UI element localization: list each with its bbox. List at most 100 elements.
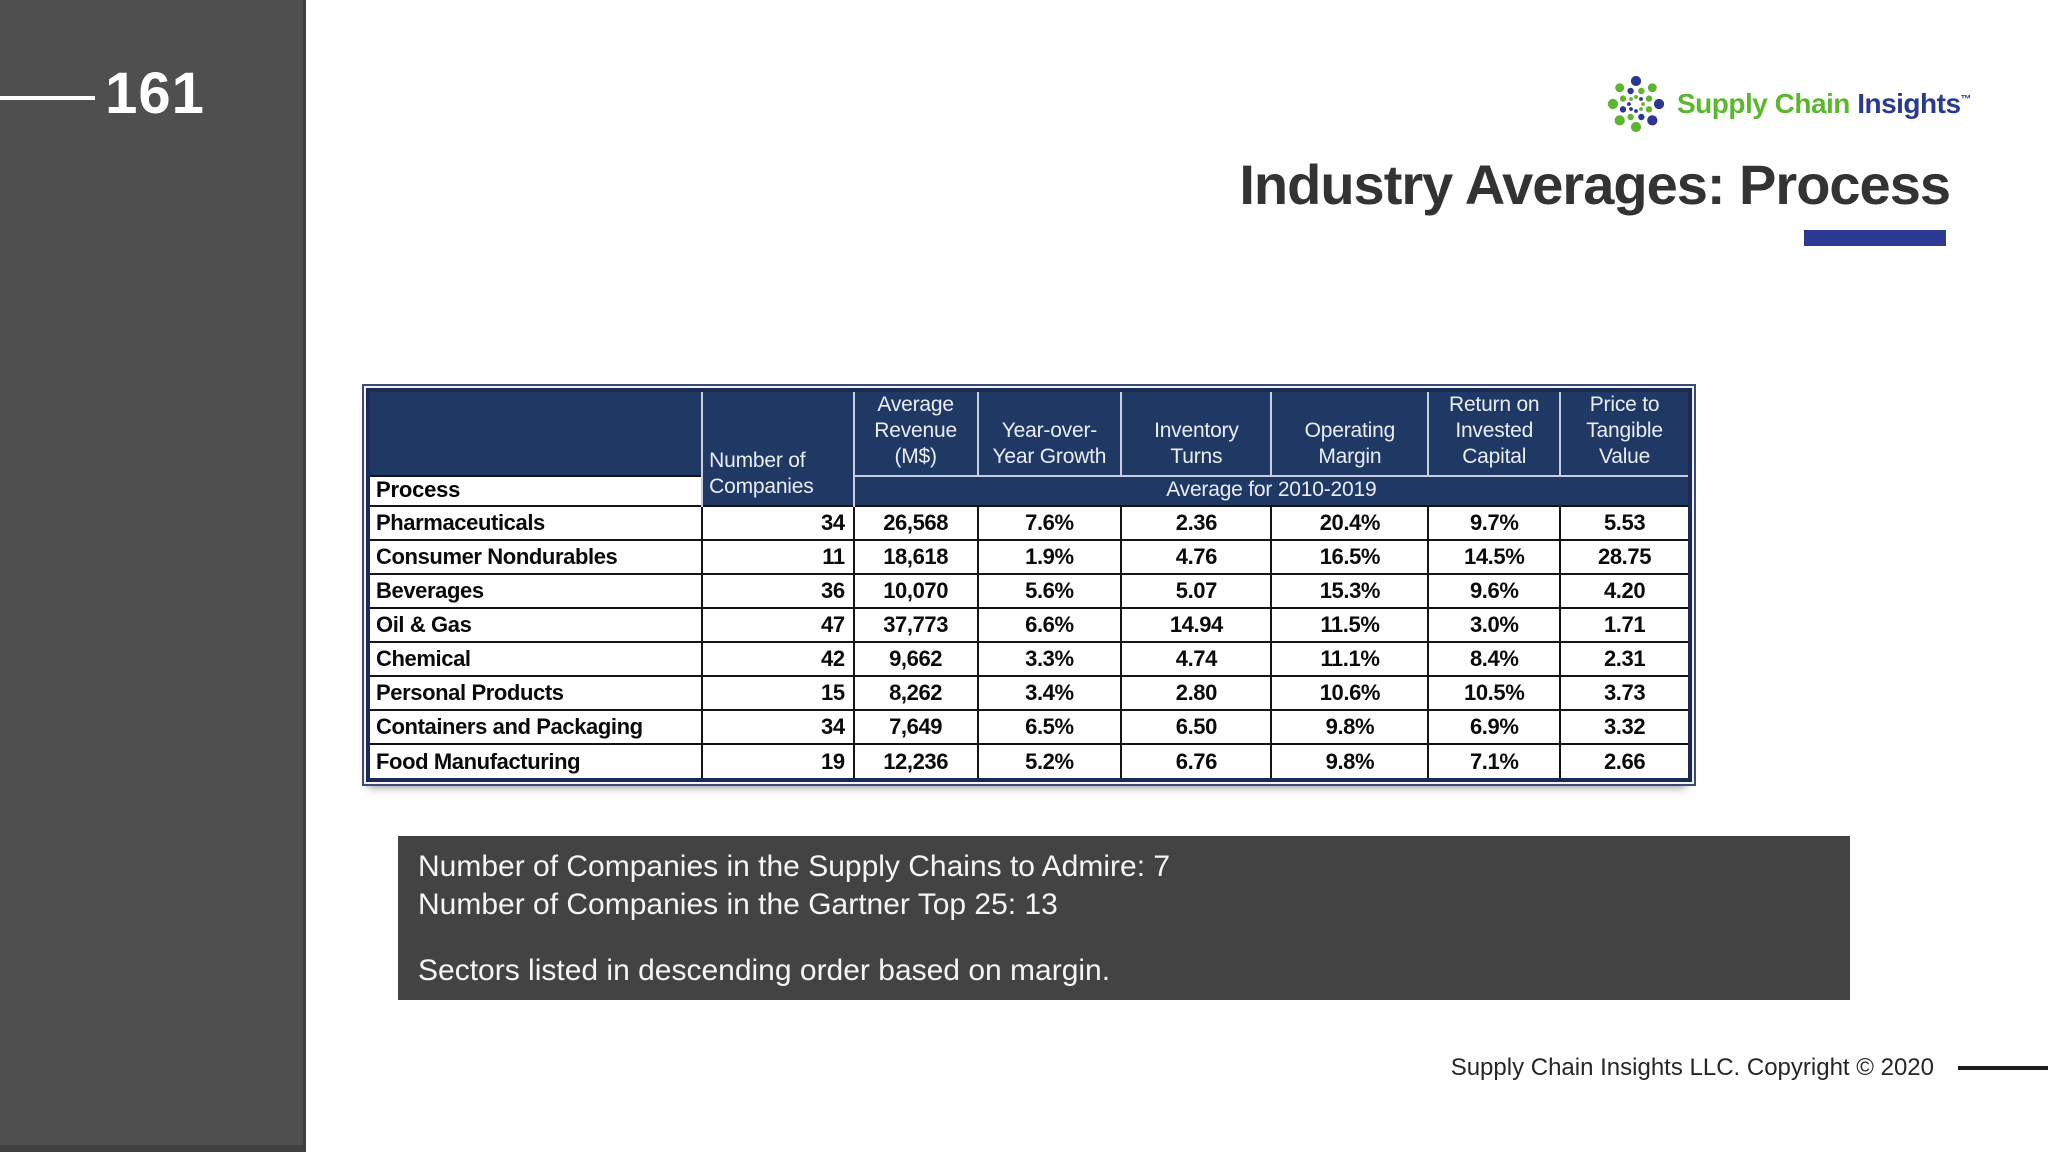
growth-value: 1.9%	[976, 539, 1122, 574]
companies-value: 34	[701, 709, 854, 744]
page-number-rule	[0, 96, 95, 100]
operating-margin-value: 20.4%	[1270, 505, 1429, 540]
inventory-turns-value: 4.76	[1120, 539, 1272, 574]
companies-value: 47	[701, 607, 854, 642]
revenue-value: 12,236	[852, 743, 978, 778]
note-line-footnote: Sectors listed in descending order based…	[418, 954, 1111, 987]
sector-name: Containers and Packaging	[370, 709, 703, 744]
growth-value: 5.6%	[976, 573, 1122, 608]
inventory-turns-value: 4.74	[1120, 641, 1272, 676]
brand-name-part1: Supply Chain	[1677, 88, 1850, 119]
slide-title: Industry Averages: Process	[1239, 153, 1951, 216]
sidebar	[0, 0, 306, 1152]
roic-value: 6.9%	[1427, 709, 1561, 744]
growth-value: 6.6%	[976, 607, 1122, 642]
growth-value: 3.3%	[976, 641, 1122, 676]
price-to-tangible-value: 3.32	[1559, 709, 1688, 744]
note-line-admire: Number of Companies in the Supply Chains…	[418, 850, 1171, 883]
roic-value: 3.0%	[1427, 607, 1561, 642]
price-to-tangible-value: 5.53	[1559, 505, 1688, 540]
roic-value: 7.1%	[1427, 743, 1561, 778]
table-row: Beverages 36 10,070 5.6% 5.07 15.3% 9.6%…	[370, 573, 1688, 608]
brand-logo: Supply Chain Insights™	[1604, 72, 1972, 136]
data-table: Number of Companies Average Revenue (M$)…	[370, 392, 1688, 778]
growth-value: 5.2%	[976, 743, 1122, 778]
table-row: Containers and Packaging 34 7,649 6.5% 6…	[370, 709, 1688, 744]
companies-value: 11	[701, 539, 854, 574]
sector-name: Consumer Nondurables	[370, 539, 703, 574]
growth-value: 7.6%	[976, 505, 1122, 540]
roic-value: 9.6%	[1427, 573, 1561, 608]
col-header-roic: Return on Invested Capital	[1427, 392, 1561, 476]
revenue-value: 9,662	[852, 641, 978, 676]
price-to-tangible-value: 4.20	[1559, 573, 1688, 608]
brand-name-part2: Insights	[1857, 88, 1961, 119]
sector-name: Oil & Gas	[370, 607, 703, 642]
table-row: Pharmaceuticals 34 26,568 7.6% 2.36 20.4…	[370, 505, 1688, 540]
sector-name: Food Manufacturing	[370, 743, 703, 778]
companies-value: 42	[701, 641, 854, 676]
operating-margin-value: 9.8%	[1270, 709, 1429, 744]
growth-value: 6.5%	[976, 709, 1122, 744]
col-header-inventory-turns: Inventory Turns	[1120, 392, 1272, 476]
companies-value: 36	[701, 573, 854, 608]
operating-margin-value: 16.5%	[1270, 539, 1429, 574]
revenue-value: 26,568	[852, 505, 978, 540]
inventory-turns-value: 6.50	[1120, 709, 1272, 744]
price-to-tangible-value: 1.71	[1559, 607, 1688, 642]
notes-box: Number of Companies in the Supply Chains…	[398, 836, 1850, 1000]
col-header-number-of-companies: Number of Companies	[701, 392, 854, 506]
title-accent-bar	[1804, 230, 1946, 246]
trademark-symbol: ™	[1960, 93, 1972, 106]
copyright-text: Supply Chain Insights LLC. Copyright © 2…	[1450, 1054, 1934, 1081]
sector-name: Personal Products	[370, 675, 703, 710]
operating-margin-value: 10.6%	[1270, 675, 1429, 710]
inventory-turns-value: 2.80	[1120, 675, 1272, 710]
companies-value: 15	[701, 675, 854, 710]
table-row: Consumer Nondurables 11 18,618 1.9% 4.76…	[370, 539, 1688, 574]
inventory-turns-value: 2.36	[1120, 505, 1272, 540]
sector-name: Beverages	[370, 573, 703, 608]
table-corner-blank	[370, 392, 703, 476]
table-row: Chemical 42 9,662 3.3% 4.74 11.1% 8.4% 2…	[370, 641, 1688, 676]
footer-rule	[1958, 1066, 2048, 1070]
page-number: 161	[105, 61, 205, 126]
companies-value: 19	[701, 743, 854, 778]
roic-value: 8.4%	[1427, 641, 1561, 676]
operating-margin-value: 11.1%	[1270, 641, 1429, 676]
col-header-price-to-tangible-value: Price to Tangible Value	[1559, 392, 1688, 476]
table-header-row: Number of Companies Average Revenue (M$)…	[370, 392, 1688, 506]
sector-name: Pharmaceuticals	[370, 505, 703, 540]
growth-value: 3.4%	[976, 675, 1122, 710]
brand-name: Supply Chain Insights™	[1677, 88, 1972, 120]
table-span-label: Average for 2010-2019	[852, 475, 1688, 506]
sector-name: Chemical	[370, 641, 703, 676]
revenue-value: 7,649	[852, 709, 978, 744]
revenue-value: 37,773	[852, 607, 978, 642]
price-to-tangible-value: 3.73	[1559, 675, 1688, 710]
col-header-average-revenue: Average Revenue (M$)	[852, 392, 978, 476]
roic-value: 10.5%	[1427, 675, 1561, 710]
operating-margin-value: 15.3%	[1270, 573, 1429, 608]
operating-margin-value: 11.5%	[1270, 607, 1429, 642]
revenue-value: 18,618	[852, 539, 978, 574]
companies-value: 34	[701, 505, 854, 540]
industry-averages-table: Number of Companies Average Revenue (M$)…	[366, 388, 1692, 782]
roic-value: 9.7%	[1427, 505, 1561, 540]
inventory-turns-value: 6.76	[1120, 743, 1272, 778]
operating-margin-value: 9.8%	[1270, 743, 1429, 778]
col-header-operating-margin: Operating Margin	[1270, 392, 1429, 476]
table-subheader-row: Process Average for 2010-2019	[370, 475, 1688, 506]
logo-dots-icon	[1607, 75, 1665, 133]
price-to-tangible-value: 2.66	[1559, 743, 1688, 778]
table-row: Personal Products 15 8,262 3.4% 2.80 10.…	[370, 675, 1688, 710]
price-to-tangible-value: 2.31	[1559, 641, 1688, 676]
note-line-gartner: Number of Companies in the Gartner Top 2…	[418, 888, 1058, 921]
revenue-value: 10,070	[852, 573, 978, 608]
table-body: Pharmaceuticals 34 26,568 7.6% 2.36 20.4…	[370, 505, 1688, 778]
table-row: Food Manufacturing 19 12,236 5.2% 6.76 9…	[370, 743, 1688, 778]
inventory-turns-value: 5.07	[1120, 573, 1272, 608]
revenue-value: 8,262	[852, 675, 978, 710]
price-to-tangible-value: 28.75	[1559, 539, 1688, 574]
